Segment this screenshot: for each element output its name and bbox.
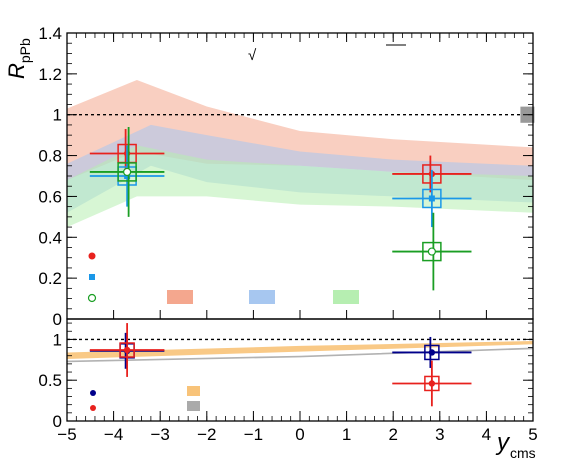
xtick-label-9: 4	[482, 425, 491, 444]
x-ticks: −5 −4 −3 −2 −1 0 1 2 3 4 5	[57, 33, 538, 444]
xtick-label-2: −3	[151, 425, 170, 444]
annotation-line1: √	[248, 47, 257, 64]
lower-model-bands	[67, 341, 533, 363]
upper-band-3	[67, 145, 533, 228]
legend-1s-marker	[88, 252, 96, 260]
x-axis-label-sub: cms	[510, 445, 536, 461]
xtick-label-8: 3	[435, 425, 444, 444]
legend-ratio3-band-swatch	[187, 401, 200, 411]
lower-ytick-label-2: 1	[53, 330, 62, 349]
x-axis-label-y: y	[495, 429, 511, 456]
upper-ytick-label-1: 0.2	[38, 269, 62, 288]
xtick-label-7: 2	[388, 425, 397, 444]
xtick-label-6: 1	[342, 425, 351, 444]
model-legend-1s-swatch	[167, 290, 193, 304]
upper-y-axis-label: RpPb	[4, 38, 33, 79]
legend-ratio3-marker	[90, 405, 96, 411]
model-legend-2s-swatch	[249, 290, 275, 304]
legend-3s-marker	[87, 293, 97, 303]
lower-ytick-label-1: 0.5	[38, 371, 62, 390]
upper-model-bands	[67, 79, 533, 228]
lower-s1-p2-marker	[428, 349, 436, 356]
lower-s2-p1-marker	[123, 346, 131, 354]
upper-s3-p1-marker	[123, 167, 132, 177]
xtick-label-3: −2	[197, 425, 216, 444]
upper-s2-p2-syst-box	[422, 188, 442, 209]
lower-s2-p2-marker	[428, 380, 436, 387]
lower-band-2	[67, 347, 533, 363]
lower-legend	[90, 386, 200, 411]
lower-s2-p1-syst-box	[119, 342, 135, 358]
upper-ytick-label-6: 1.2	[38, 65, 62, 84]
xtick-label-1: −4	[104, 425, 123, 444]
xtick-label-5: 0	[295, 425, 304, 444]
lower-frame	[66, 318, 534, 422]
lower-s1-p2-syst-box	[424, 344, 440, 361]
ylabel-sub: pPb	[17, 38, 33, 63]
upper-ytick-label-3: 0.6	[38, 187, 62, 206]
xtick-label-0: −5	[57, 425, 76, 444]
legend-2s-marker	[89, 274, 95, 280]
sqrt-symbol: √	[248, 47, 257, 64]
upper-s3-p2-marker	[427, 247, 436, 256]
upper-ytick-label-4: 0.8	[38, 147, 62, 166]
lower-s2-p2-syst-box	[424, 375, 440, 392]
upper-ytick-label-0: 0	[53, 310, 62, 329]
xtick-label-10: 5	[528, 425, 537, 444]
upper-annotation: √	[248, 44, 406, 64]
upper-data-legend	[87, 252, 97, 303]
ylabel-R: R	[4, 63, 29, 79]
lower-band-1	[67, 341, 533, 359]
legend-ratio2-band-swatch	[187, 386, 200, 396]
upper-ytick-label-7: 1.4	[38, 24, 62, 43]
lower-data-points	[89, 323, 472, 407]
legend-ratio2-marker	[90, 390, 96, 396]
upper-model-legend	[167, 290, 359, 304]
upper-s3-p1-syst-box	[117, 162, 137, 182]
upper-s2-p2-marker	[428, 195, 435, 202]
xtick-label-4: −1	[244, 425, 263, 444]
upper-data-points	[89, 126, 472, 291]
model-legend-3s-swatch	[333, 290, 359, 304]
lower-y-ticks: 00.51	[38, 322, 533, 431]
upper-ytick-label-5: 1	[53, 106, 62, 125]
upper-ytick-label-2: 0.4	[38, 228, 62, 247]
upper-s3-p2-syst-box	[422, 241, 442, 262]
upper-y-ticks: 0 0.2 0.4 0.6 0.8 1 1.2 1.4	[38, 24, 533, 329]
lower-ytick-label-0: 0	[53, 412, 62, 431]
